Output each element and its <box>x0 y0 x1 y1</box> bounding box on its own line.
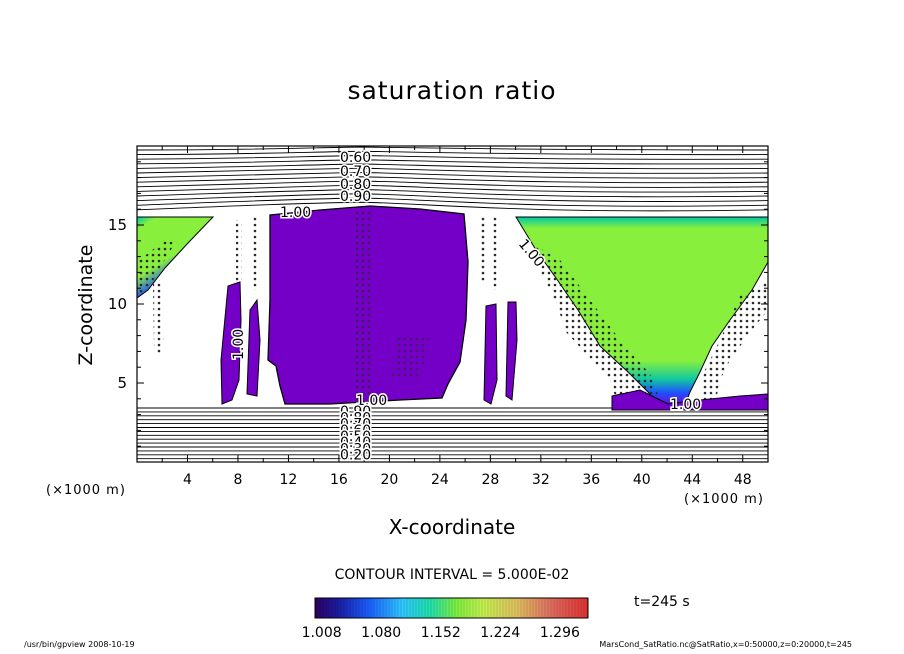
colorbar-tick-label: 1.152 <box>421 625 461 641</box>
upper-contour-line <box>137 193 768 202</box>
y-tick-label: 15 <box>108 216 127 234</box>
lower-contour-label: 0.20 <box>340 448 371 464</box>
x-tick-label: 16 <box>330 472 348 488</box>
upper-contour-label: 0.80 <box>340 177 371 193</box>
upper-contour-line <box>137 201 768 212</box>
purple-column-right <box>483 303 498 405</box>
upper-contour-line <box>137 155 768 160</box>
x-axis-label: X-coordinate <box>388 515 516 539</box>
lower-contour-label: 0.50 <box>340 429 371 445</box>
x-tick-label: 28 <box>481 472 499 488</box>
dot-column-2 <box>253 215 258 290</box>
upper-contour-line <box>137 163 768 170</box>
upper-contour-label: 1.00 <box>280 205 311 221</box>
upper-contour-label: 0.80 <box>340 177 371 193</box>
right-cone-dots-right <box>700 282 768 404</box>
footer-command: /usr/bin/gpview 2008-10-19 <box>24 640 135 649</box>
upper-contour-label: 0.90 <box>340 189 371 205</box>
lower-contour-label: 0.40 <box>340 435 371 451</box>
x-tick-label: 48 <box>734 472 752 488</box>
dot-column-1 <box>236 220 242 284</box>
upper-contour-line <box>137 197 768 207</box>
inline-contour-label: 1.00 <box>670 397 701 413</box>
lower-contour-label: 0.90 <box>340 404 371 420</box>
colorbar-tick-label: 1.224 <box>480 625 520 641</box>
colorbar-tick-labels: 1.008 1.080 1.152 1.224 1.296 <box>302 625 580 641</box>
x-tick-label: 20 <box>380 472 398 488</box>
footer-source: MarsCond_SatRatio.nc@SatRatio,x=0:50000,… <box>599 640 852 649</box>
purple-column-left-2 <box>246 298 261 397</box>
upper-contour-label: 0.70 <box>340 164 371 180</box>
colorbar-stripes <box>316 599 588 617</box>
upper-contour-line <box>137 184 768 193</box>
upper-contour-line <box>137 172 768 179</box>
contour-interval-label: CONTOUR INTERVAL = 5.000E-02 <box>334 567 570 583</box>
upper-contour-line <box>137 180 768 188</box>
lower-contour-label: 0.60 <box>340 423 371 439</box>
x-axis-ticks: 4 8 12 16 20 24 28 32 36 40 44 48 <box>161 146 752 488</box>
lower-contour-label: 0.50 <box>340 429 371 445</box>
lower-contour-label: 0.40 <box>340 435 371 451</box>
right-cone-floor <box>611 389 768 411</box>
lower-contour-label: 0.30 <box>340 441 371 457</box>
lower-contour-label: 0.60 <box>340 423 371 439</box>
left-wedge-region <box>137 216 215 299</box>
upper-contour-line <box>137 150 768 156</box>
lower-contour-label: 0.20 <box>340 448 371 464</box>
colorbar-tick-label: 1.296 <box>540 625 580 641</box>
y-axis-unit-label: (×1000 m) <box>46 483 126 498</box>
upper-contour-line <box>137 146 768 151</box>
purple-column-left <box>220 281 242 405</box>
lower-contour-label: 0.30 <box>340 441 371 457</box>
y-axis-ticks: 5 10 15 <box>108 161 768 447</box>
upper-contour-label: 0.90 <box>340 189 371 205</box>
upper-contour-label: 0.60 <box>340 150 371 166</box>
x-tick-label: 4 <box>183 472 192 488</box>
upper-contour-label: 0.60 <box>340 150 371 166</box>
central-plume-dots-2 <box>392 336 430 380</box>
lower-contour-label: 0.80 <box>340 410 371 426</box>
inline-contour-label: 1.00 <box>670 397 701 413</box>
y-tick-label: 10 <box>108 295 127 313</box>
upper-contour-label: 0.70 <box>340 164 371 180</box>
lower-contour-label: 0.90 <box>340 404 371 420</box>
lower-contour-label: 1.00 <box>356 393 387 409</box>
upper-contour-lines <box>137 146 768 212</box>
central-plume-dots <box>356 212 370 402</box>
x-tick-label: 32 <box>532 472 550 488</box>
upper-contour-label: 1.00 <box>280 205 311 221</box>
left-column <box>153 280 164 356</box>
upper-contour-line <box>137 189 768 198</box>
y-tick-label: 5 <box>117 374 127 392</box>
x-tick-label: 36 <box>582 472 600 488</box>
x-tick-label: 40 <box>633 472 651 488</box>
right-cone-dots-left <box>536 246 660 406</box>
lower-contour-label: 1.00 <box>356 393 387 409</box>
x-tick-label: 12 <box>280 472 298 488</box>
lower-contour-label: 0.70 <box>340 417 371 433</box>
inline-contour-label: 1.00 <box>231 329 247 360</box>
time-label: t=245 s <box>634 594 690 610</box>
x-tick-label: 24 <box>431 472 449 488</box>
lower-contour-label: 0.80 <box>340 410 371 426</box>
x-tick-label: 8 <box>233 472 242 488</box>
chart-title: saturation ratio <box>347 76 557 105</box>
contour-labels: 0.600.600.700.700.800.800.900.901.001.00… <box>230 149 703 466</box>
inline-contour-label: 1.00 <box>231 329 247 360</box>
purple-column-right-2 <box>505 301 518 401</box>
colorbar-tick-label: 1.008 <box>302 625 342 641</box>
upper-contour-line <box>137 167 768 174</box>
lower-contour-label: 0.70 <box>340 417 371 433</box>
dot-column-3 <box>480 215 486 282</box>
dot-column-4 <box>491 215 497 290</box>
upper-contour-line <box>137 159 768 165</box>
x-axis-unit-label: (×1000 m) <box>684 492 764 507</box>
colorbar-tick-label: 1.080 <box>361 625 401 641</box>
lower-contour-lines <box>137 407 768 460</box>
left-wedge-dots <box>137 240 175 298</box>
x-tick-label: 44 <box>683 472 701 488</box>
colorbar <box>314 597 589 619</box>
upper-contour-line <box>137 176 768 184</box>
